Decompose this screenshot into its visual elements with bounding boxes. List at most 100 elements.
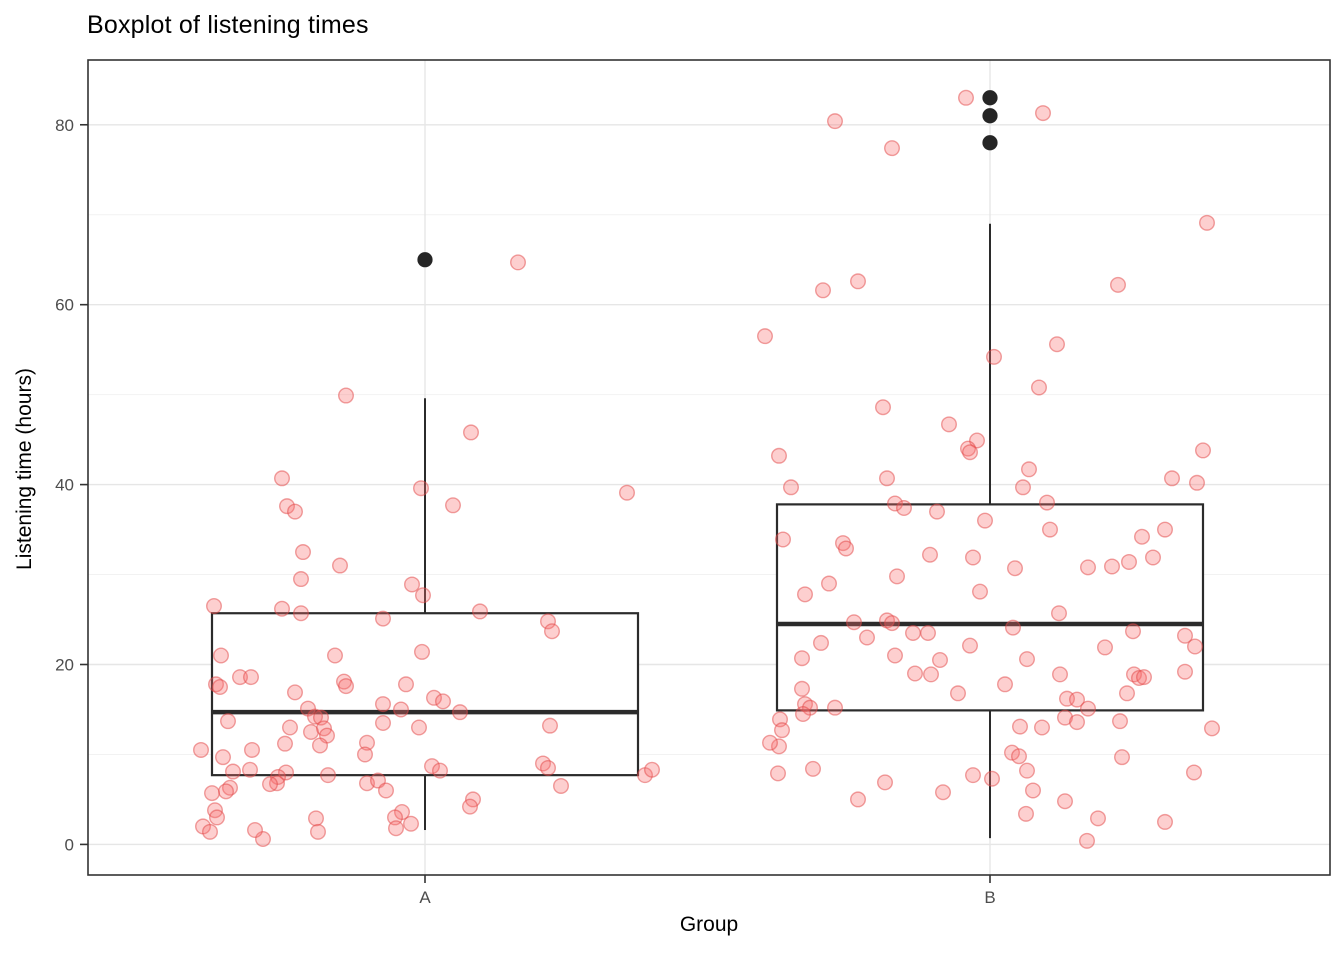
jitter-point-b: [1109, 276, 1126, 293]
jitter-point-b: [1103, 558, 1120, 575]
jitter-point-b: [1118, 685, 1135, 702]
y-tick-label: 80: [55, 116, 74, 135]
jitter-point-a: [393, 701, 410, 718]
jitter-point-b: [1156, 813, 1173, 830]
jitter-point-a: [644, 761, 661, 778]
jitter-point-b: [889, 568, 906, 585]
jitter-point-a: [445, 497, 462, 514]
jitter-point-b: [879, 470, 896, 487]
jitter-point-a: [241, 761, 258, 778]
jitter-point-a: [282, 719, 299, 736]
jitter-point-b: [774, 722, 791, 739]
jitter-point-a: [217, 783, 234, 800]
jitter-point-a: [375, 610, 392, 627]
jitter-point-b: [1033, 719, 1050, 736]
jitter-point-b: [941, 416, 958, 433]
jitter-point-b: [1068, 714, 1085, 731]
jitter-point-a: [274, 470, 291, 487]
jitter-point-b: [770, 765, 787, 782]
jitter-point-b: [977, 512, 994, 529]
jitter-point-b: [827, 113, 844, 130]
jitter-point-b: [1163, 470, 1180, 487]
jitter-point-a: [472, 603, 489, 620]
jitter-point-b: [1015, 479, 1032, 496]
outlier-point-a: [417, 252, 433, 268]
jitter-point-b: [1111, 713, 1128, 730]
jitter-point-a: [320, 767, 337, 784]
jitter-point-a: [435, 693, 452, 710]
outlier-point-b: [982, 108, 998, 124]
jitter-point-b: [920, 625, 937, 642]
jitter-point-a: [312, 737, 329, 754]
jitter-point-b: [907, 665, 924, 682]
jitter-point-a: [246, 822, 263, 839]
jitter-point-b: [1038, 494, 1055, 511]
jitter-point-b: [965, 767, 982, 784]
jitter-point-a: [224, 763, 241, 780]
jitter-point-a: [219, 713, 236, 730]
jitter-point-a: [295, 544, 312, 561]
jitter-point-b: [884, 615, 901, 632]
jitter-point-b: [1019, 762, 1036, 779]
jitter-point-b: [922, 546, 939, 563]
jitter-point-b: [1068, 691, 1085, 708]
jitter-point-a: [359, 734, 376, 751]
jitter-point-a: [388, 820, 405, 837]
jitter-point-b: [1018, 805, 1035, 822]
jitter-point-b: [1048, 336, 1065, 353]
jitter-point-b: [1089, 810, 1106, 827]
jitter-point-b: [887, 647, 904, 664]
jitter-point-a: [274, 600, 291, 617]
jitter-point-b: [929, 503, 946, 520]
box-a: [210, 612, 640, 777]
jitter-point-b: [805, 760, 822, 777]
jitter-point-b: [1133, 528, 1150, 545]
jitter-point-b: [950, 685, 967, 702]
jitter-point-a: [510, 254, 527, 271]
jitter-point-b: [771, 447, 788, 464]
jitter-point-b: [877, 774, 894, 791]
jitter-point-a: [243, 741, 260, 758]
jitter-point-a: [310, 823, 327, 840]
jitter-point-b: [838, 540, 855, 557]
jitter-point-a: [544, 623, 561, 640]
jitter-point-b: [997, 676, 1014, 693]
jitter-point-b: [958, 89, 975, 106]
jitter-point-b: [859, 629, 876, 646]
jitter-point-a: [619, 484, 636, 501]
jitter-point-b: [962, 637, 979, 654]
jitter-point-b: [797, 586, 814, 603]
jitter-point-b: [972, 583, 989, 600]
jitter-point-b: [783, 479, 800, 496]
jitter-point-b: [775, 531, 792, 548]
jitter-point-b: [1176, 663, 1193, 680]
jitter-point-b: [1120, 553, 1137, 570]
jitter-point-a: [414, 643, 431, 660]
jitter-point-b: [905, 625, 922, 642]
jitter-point-a: [242, 669, 259, 686]
jitter-point-a: [452, 704, 469, 721]
jitter-point-a: [208, 809, 225, 826]
jitter-point-b: [935, 784, 952, 801]
jitter-point-a: [205, 598, 222, 615]
jitter-point-b: [1041, 521, 1058, 538]
jitter-point-a: [293, 605, 310, 622]
jitter-point-b: [795, 705, 812, 722]
jitter-point-b: [827, 699, 844, 716]
jitter-point-b: [771, 738, 788, 755]
jitter-point-a: [278, 764, 295, 781]
jitter-point-a: [553, 777, 570, 794]
jitter-point-b: [1034, 105, 1051, 122]
jitter-point-b: [1130, 669, 1147, 686]
jitter-point-b: [1135, 669, 1152, 686]
jitter-point-a: [303, 723, 320, 740]
jitter-point-a: [398, 676, 415, 693]
jitter-point-a: [542, 717, 559, 734]
jitter-point-a: [293, 571, 310, 588]
x-tick-label-a: A: [419, 888, 431, 907]
jitter-point-b: [1194, 442, 1211, 459]
jitter-point-b: [1198, 214, 1215, 231]
jitter-point-b: [932, 652, 949, 669]
